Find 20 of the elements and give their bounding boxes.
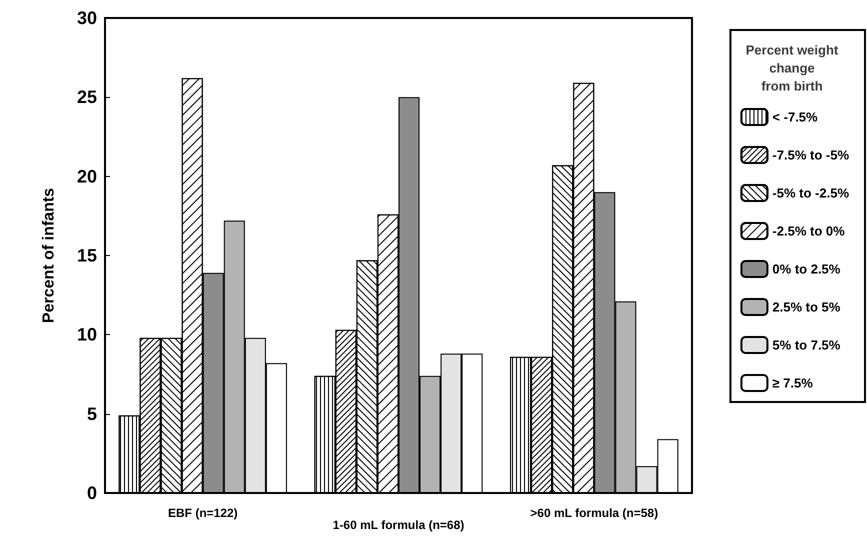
y-axis-title: Percent of infants: [40, 188, 58, 324]
y-tick-label: 20: [76, 166, 97, 186]
y-tick-label: 5: [86, 404, 97, 424]
legend-label: 5% to 7.5%: [772, 338, 841, 352]
legend-label: ≥ 7.5%: [772, 376, 814, 390]
legend-label: -5% to -2.5%: [772, 186, 850, 200]
y-tick-label: 30: [76, 8, 97, 28]
y-tick-label: 25: [76, 87, 97, 108]
y-tick-label: 0: [86, 483, 97, 503]
y-tick-label: 15: [76, 246, 97, 266]
legend-label: -7.5% to -5%: [772, 148, 850, 162]
x-tick-label: 1-60 mL formula (n=68): [332, 518, 464, 532]
x-tick-label: EBF (n=122): [168, 506, 238, 520]
legend-label: 2.5% to 5%: [772, 300, 841, 314]
legend-label: < -7.5%: [772, 110, 818, 124]
x-tick-label: >60 mL formula (n=58): [530, 506, 658, 520]
legend-title: Percent weight change from birth: [746, 42, 839, 94]
legend-label: -2.5% to 0%: [772, 224, 846, 238]
legend-label: 0% to 2.5%: [772, 262, 841, 276]
y-tick-label: 10: [76, 324, 97, 345]
